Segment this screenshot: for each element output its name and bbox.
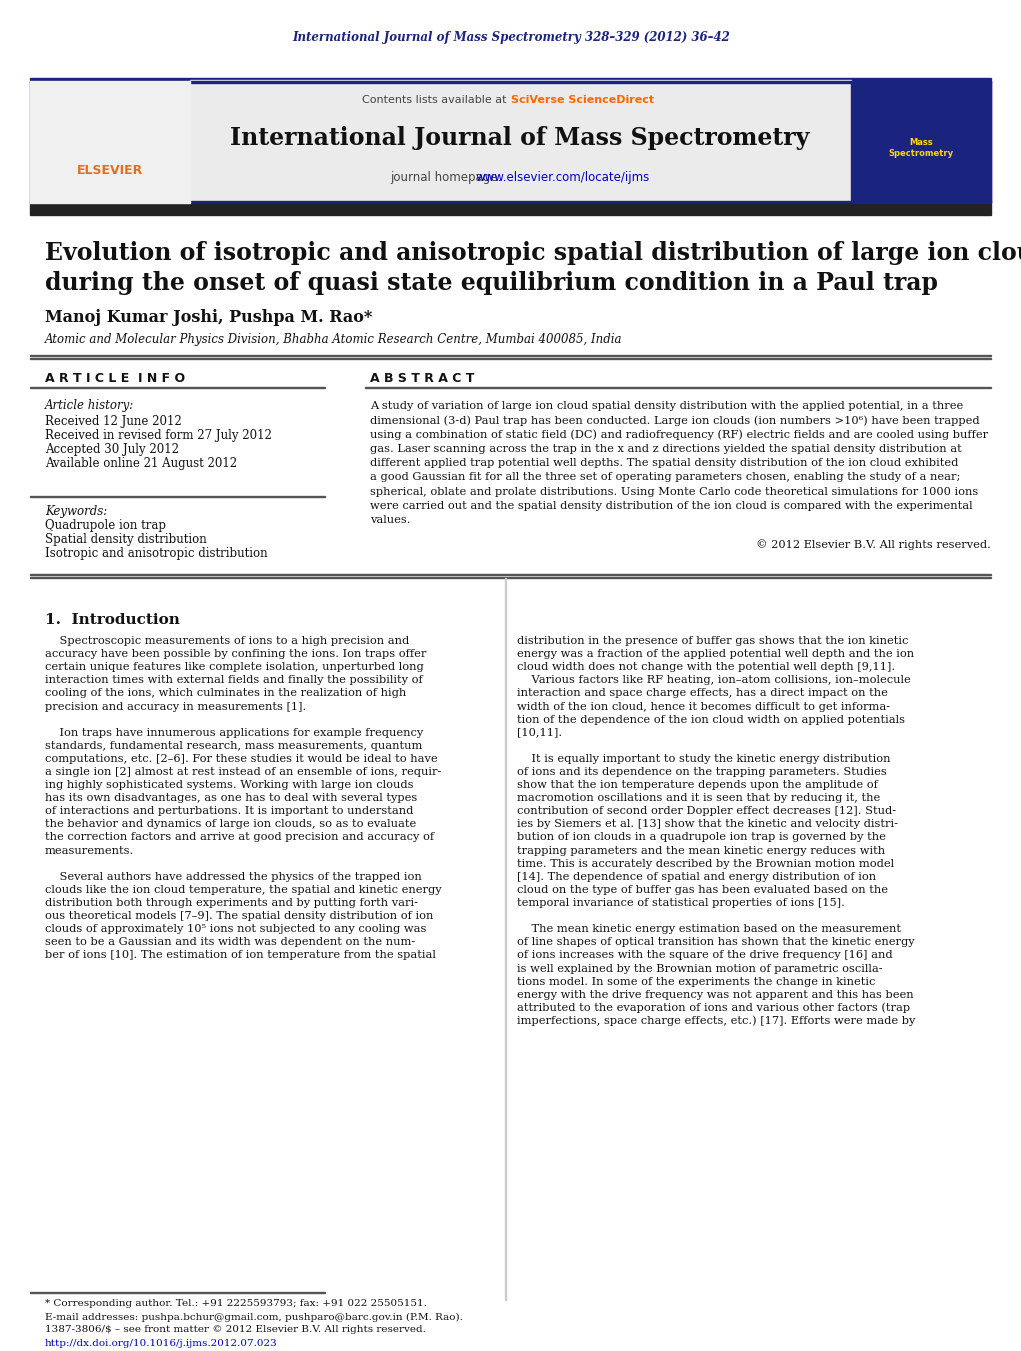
Text: Spatial density distribution: Spatial density distribution	[45, 534, 206, 547]
Text: Atomic and Molecular Physics Division, Bhabha Atomic Research Centre, Mumbai 400: Atomic and Molecular Physics Division, B…	[45, 334, 623, 346]
Text: trapping parameters and the mean kinetic energy reduces with: trapping parameters and the mean kinetic…	[517, 846, 885, 855]
Text: measurements.: measurements.	[45, 846, 134, 855]
Text: 1.  Introduction: 1. Introduction	[45, 613, 180, 627]
Text: [10,11].: [10,11].	[517, 728, 563, 738]
Bar	[30, 204, 991, 215]
Text: width of the ion cloud, hence it becomes difficult to get informa-: width of the ion cloud, hence it becomes…	[517, 701, 890, 712]
Bar	[190, 80, 850, 200]
Text: spherical, oblate and prolate distributions. Using Monte Carlo code theoretical : spherical, oblate and prolate distributi…	[370, 486, 978, 497]
Text: tion of the dependence of the ion cloud width on applied potentials: tion of the dependence of the ion cloud …	[517, 715, 905, 724]
Text: ing highly sophisticated systems. Working with large ion clouds: ing highly sophisticated systems. Workin…	[45, 780, 414, 790]
Text: A study of variation of large ion cloud spatial density distribution with the ap: A study of variation of large ion cloud …	[370, 401, 963, 411]
Text: contribution of second order Doppler effect decreases [12]. Stud-: contribution of second order Doppler eff…	[517, 807, 896, 816]
Bar	[30, 81, 32, 203]
Text: The mean kinetic energy estimation based on the measurement: The mean kinetic energy estimation based…	[517, 924, 901, 934]
Text: cloud width does not change with the potential well depth [9,11].: cloud width does not change with the pot…	[517, 662, 895, 673]
Text: 1387-3806/$ – see front matter © 2012 Elsevier B.V. All rights reserved.: 1387-3806/$ – see front matter © 2012 El…	[45, 1325, 426, 1335]
Text: ies by Siemers et al. [13] show that the kinetic and velocity distri-: ies by Siemers et al. [13] show that the…	[517, 820, 898, 830]
Text: Manoj Kumar Joshi, Pushpa M. Rao*: Manoj Kumar Joshi, Pushpa M. Rao*	[45, 309, 373, 327]
Text: International Journal of Mass Spectrometry 328–329 (2012) 36–42: International Journal of Mass Spectromet…	[292, 31, 730, 45]
Text: A B S T R A C T: A B S T R A C T	[370, 372, 475, 385]
Text: tions model. In some of the experiments the change in kinetic: tions model. In some of the experiments …	[517, 977, 875, 986]
Text: © 2012 Elsevier B.V. All rights reserved.: © 2012 Elsevier B.V. All rights reserved…	[757, 539, 991, 550]
Text: has its own disadvantages, as one has to deal with several types: has its own disadvantages, as one has to…	[45, 793, 418, 804]
Text: of interactions and perturbations. It is important to understand: of interactions and perturbations. It is…	[45, 807, 414, 816]
Text: of ions and its dependence on the trapping parameters. Studies: of ions and its dependence on the trappi…	[517, 767, 887, 777]
Text: the behavior and dynamics of large ion clouds, so as to evaluate: the behavior and dynamics of large ion c…	[45, 820, 417, 830]
Text: Article history:: Article history:	[45, 400, 134, 412]
Text: accuracy have been possible by confining the ions. Ion traps offer: accuracy have been possible by confining…	[45, 648, 427, 659]
Text: Received 12 June 2012: Received 12 June 2012	[45, 415, 182, 427]
Text: Isotropic and anisotropic distribution: Isotropic and anisotropic distribution	[45, 547, 268, 561]
Text: interaction and space charge effects, has a direct impact on the: interaction and space charge effects, ha…	[517, 689, 888, 698]
Bar	[850, 81, 991, 203]
Text: International Journal of Mass Spectrometry: International Journal of Mass Spectromet…	[231, 126, 810, 150]
Text: of line shapes of optical transition has shown that the kinetic energy: of line shapes of optical transition has…	[517, 938, 915, 947]
Text: precision and accuracy in measurements [1].: precision and accuracy in measurements […	[45, 701, 306, 712]
Text: standards, fundamental research, mass measurements, quantum: standards, fundamental research, mass me…	[45, 740, 423, 751]
Text: interaction times with external fields and finally the possibility of: interaction times with external fields a…	[45, 676, 423, 685]
Text: different applied trap potential well depths. The spatial density distribution o: different applied trap potential well de…	[370, 458, 959, 469]
Text: a single ion [2] almost at rest instead of an ensemble of ions, requir-: a single ion [2] almost at rest instead …	[45, 767, 441, 777]
Text: distribution both through experiments and by putting forth vari-: distribution both through experiments an…	[45, 898, 418, 908]
Text: Accepted 30 July 2012: Accepted 30 July 2012	[45, 443, 179, 455]
Text: values.: values.	[370, 515, 410, 526]
Text: energy with the drive frequency was not apparent and this has been: energy with the drive frequency was not …	[517, 990, 914, 1000]
Text: Quadrupole ion trap: Quadrupole ion trap	[45, 520, 166, 532]
Text: www.elsevier.com/locate/ijms: www.elsevier.com/locate/ijms	[475, 172, 649, 185]
Text: Various factors like RF heating, ion–atom collisions, ion–molecule: Various factors like RF heating, ion–ato…	[517, 676, 911, 685]
Text: of ions increases with the square of the drive frequency [16] and: of ions increases with the square of the…	[517, 950, 892, 961]
Text: macromotion oscillations and it is seen that by reducing it, the: macromotion oscillations and it is seen …	[517, 793, 880, 804]
Text: cloud on the type of buffer gas has been evaluated based on the: cloud on the type of buffer gas has been…	[517, 885, 888, 894]
Text: is well explained by the Brownian motion of parametric oscilla-: is well explained by the Brownian motion…	[517, 963, 882, 974]
Text: ous theoretical models [7–9]. The spatial density distribution of ion: ous theoretical models [7–9]. The spatia…	[45, 911, 433, 921]
Text: imperfections, space charge effects, etc.) [17]. Efforts were made by: imperfections, space charge effects, etc…	[517, 1016, 916, 1027]
Text: computations, etc. [2–6]. For these studies it would be ideal to have: computations, etc. [2–6]. For these stud…	[45, 754, 438, 763]
Text: Spectroscopic measurements of ions to a high precision and: Spectroscopic measurements of ions to a …	[45, 636, 409, 646]
Text: Received in revised form 27 July 2012: Received in revised form 27 July 2012	[45, 428, 272, 442]
Text: seen to be a Gaussian and its width was dependent on the num-: seen to be a Gaussian and its width was …	[45, 938, 416, 947]
Text: ber of ions [10]. The estimation of ion temperature from the spatial: ber of ions [10]. The estimation of ion …	[45, 950, 436, 961]
Text: journal homepage:: journal homepage:	[390, 172, 505, 185]
Text: show that the ion temperature depends upon the amplitude of: show that the ion temperature depends up…	[517, 780, 878, 790]
Text: time. This is accurately described by the Brownian motion model: time. This is accurately described by th…	[517, 859, 894, 869]
Text: Available online 21 August 2012: Available online 21 August 2012	[45, 457, 237, 470]
Text: SciVerse ScienceDirect: SciVerse ScienceDirect	[510, 95, 654, 105]
Text: * Corresponding author. Tel.: +91 2225593793; fax: +91 022 25505151.: * Corresponding author. Tel.: +91 222559…	[45, 1300, 427, 1309]
Text: during the onset of quasi state equilibrium condition in a Paul trap: during the onset of quasi state equilibr…	[45, 272, 938, 295]
Text: the correction factors and arrive at good precision and accuracy of: the correction factors and arrive at goo…	[45, 832, 434, 843]
Text: http://dx.doi.org/10.1016/j.ijms.2012.07.023: http://dx.doi.org/10.1016/j.ijms.2012.07…	[45, 1339, 278, 1347]
Bar	[30, 81, 991, 82]
Text: using a combination of static field (DC) and radiofrequency (RF) electric fields: using a combination of static field (DC)…	[370, 430, 988, 440]
Text: a good Gaussian fit for all the three set of operating parameters chosen, enabli: a good Gaussian fit for all the three se…	[370, 473, 961, 482]
Text: It is equally important to study the kinetic energy distribution: It is equally important to study the kin…	[517, 754, 890, 763]
Text: Mass
Spectrometry: Mass Spectrometry	[888, 138, 954, 158]
Text: clouds like the ion cloud temperature, the spatial and kinetic energy: clouds like the ion cloud temperature, t…	[45, 885, 442, 894]
Text: clouds of approximately 10⁵ ions not subjected to any cooling was: clouds of approximately 10⁵ ions not sub…	[45, 924, 427, 934]
Text: Evolution of isotropic and anisotropic spatial distribution of large ion clouds: Evolution of isotropic and anisotropic s…	[45, 240, 1021, 265]
Text: Keywords:: Keywords:	[45, 504, 107, 517]
Bar	[989, 81, 991, 203]
Text: Several authors have addressed the physics of the trapped ion: Several authors have addressed the physi…	[45, 871, 422, 882]
Text: were carried out and the spatial density distribution of the ion cloud is compar: were carried out and the spatial density…	[370, 501, 973, 511]
Text: Ion traps have innumerous applications for example frequency: Ion traps have innumerous applications f…	[45, 728, 424, 738]
Text: dimensional (3-d) Paul trap has been conducted. Large ion clouds (ion numbers >1: dimensional (3-d) Paul trap has been con…	[370, 415, 979, 426]
Text: E-mail addresses: pushpa.bchur@gmail.com, pushparo@barc.gov.in (P.M. Rao).: E-mail addresses: pushpa.bchur@gmail.com…	[45, 1312, 463, 1321]
Bar	[30, 81, 190, 203]
Text: temporal invariance of statistical properties of ions [15].: temporal invariance of statistical prope…	[517, 898, 844, 908]
Text: [14]. The dependence of spatial and energy distribution of ion: [14]. The dependence of spatial and ener…	[517, 871, 876, 882]
Text: ELSEVIER: ELSEVIER	[77, 163, 143, 177]
Text: attributed to the evaporation of ions and various other factors (trap: attributed to the evaporation of ions an…	[517, 1002, 910, 1013]
Text: bution of ion clouds in a quadrupole ion trap is governed by the: bution of ion clouds in a quadrupole ion…	[517, 832, 886, 843]
Bar	[30, 201, 991, 203]
Text: cooling of the ions, which culminates in the realization of high: cooling of the ions, which culminates in…	[45, 689, 406, 698]
Text: energy was a fraction of the applied potential well depth and the ion: energy was a fraction of the applied pot…	[517, 648, 914, 659]
Text: certain unique features like complete isolation, unperturbed long: certain unique features like complete is…	[45, 662, 424, 673]
Text: Contents lists available at: Contents lists available at	[362, 95, 510, 105]
Text: gas. Laser scanning across the trap in the x and z directions yielded the spatia: gas. Laser scanning across the trap in t…	[370, 444, 962, 454]
Text: A R T I C L E  I N F O: A R T I C L E I N F O	[45, 372, 185, 385]
Bar	[30, 78, 991, 80]
Text: distribution in the presence of buffer gas shows that the ion kinetic: distribution in the presence of buffer g…	[517, 636, 909, 646]
